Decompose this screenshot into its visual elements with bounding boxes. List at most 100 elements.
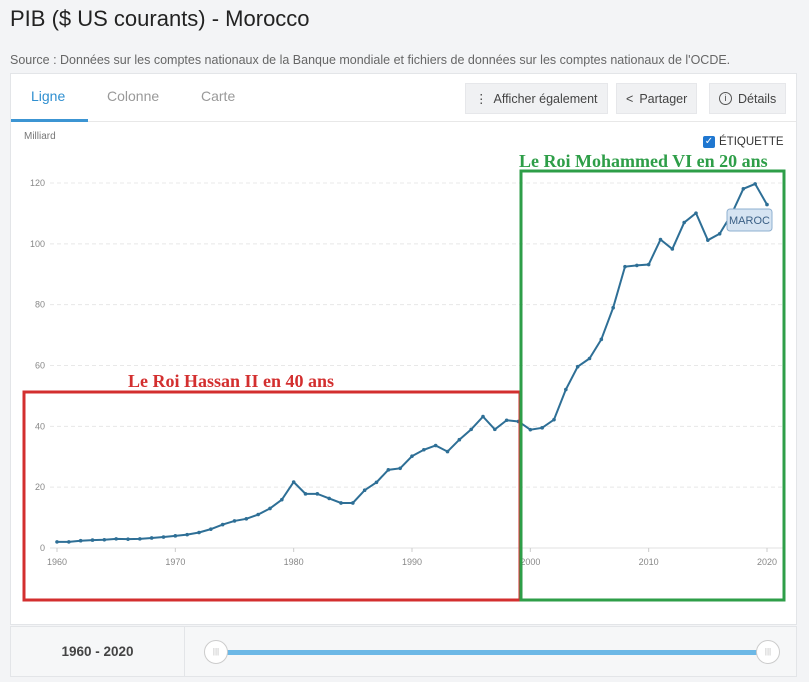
annotation-hassan: Le Roi Hassan II en 40 ans	[128, 371, 335, 391]
series-label-box	[726, 208, 773, 232]
series-line-maroc	[57, 182, 768, 543]
data-point	[362, 488, 367, 493]
page-title: PIB ($ US courants) - Morocco	[10, 6, 310, 31]
data-point	[682, 220, 686, 225]
data-point	[209, 527, 213, 531]
data-point	[540, 426, 544, 430]
data-point	[658, 237, 663, 242]
x-tick-label: 1980	[284, 557, 304, 567]
show-also-button[interactable]: ⋮ Afficher également	[465, 83, 608, 114]
label-toggle-text: ÉTIQUETTE	[719, 136, 784, 148]
share-icon: <	[626, 91, 634, 106]
tab-divider	[11, 121, 796, 122]
data-point	[599, 337, 604, 342]
y-tick-label: 80	[35, 300, 45, 310]
data-point	[161, 535, 166, 539]
data-point	[410, 454, 414, 458]
y-axis-unit: Milliard	[24, 131, 56, 142]
show-also-label: Afficher également	[493, 91, 598, 106]
data-point	[138, 537, 142, 541]
active-tab-indicator	[11, 119, 88, 122]
tab-colonne[interactable]: Colonne	[107, 88, 160, 104]
x-tick-label: 2010	[639, 557, 659, 567]
data-point	[291, 480, 296, 484]
x-tick-label: 1960	[47, 557, 67, 567]
details-button[interactable]: i Détails	[709, 83, 787, 114]
y-tick-label: 40	[35, 421, 45, 431]
data-point	[244, 517, 249, 521]
data-point	[670, 247, 675, 251]
data-point	[78, 538, 83, 543]
tab-carte[interactable]: Carte	[201, 88, 236, 104]
chart-card: Ligne Colonne Carte ⋮ Afficher également …	[10, 73, 797, 625]
data-point	[694, 211, 698, 215]
annotation-mohammed: Le Roi Mohammed VI en 20 ans	[519, 151, 768, 171]
data-point	[232, 519, 237, 523]
data-point	[280, 497, 284, 502]
data-point	[126, 537, 130, 541]
range-bar: 1960 - 2020 ||| |||	[10, 626, 797, 677]
source-note: Source : Données sur les comptes nationa…	[10, 53, 731, 67]
data-point	[374, 480, 379, 485]
range-start-handle[interactable]: |||	[204, 640, 228, 664]
data-point	[504, 418, 509, 423]
data-point	[422, 447, 426, 452]
share-label: Partager	[639, 91, 688, 106]
data-point	[445, 449, 450, 454]
data-point	[339, 501, 343, 505]
range-label: 1960 - 2020	[11, 627, 185, 676]
data-point	[528, 427, 533, 432]
data-point	[481, 414, 485, 419]
data-point	[646, 262, 651, 267]
data-point	[351, 501, 355, 505]
share-button[interactable]: < Partager	[616, 83, 698, 114]
data-point	[552, 417, 556, 422]
data-point	[386, 468, 391, 472]
data-point	[315, 492, 320, 496]
data-point	[173, 534, 178, 538]
range-slider-track[interactable]	[226, 650, 771, 655]
data-point	[67, 540, 71, 544]
data-point	[575, 364, 580, 369]
data-point	[197, 530, 201, 535]
data-point	[256, 512, 260, 517]
data-point	[55, 540, 59, 544]
data-point	[114, 537, 118, 541]
y-tick-label: 60	[35, 361, 45, 371]
checkbox-checked-icon[interactable]: ✓	[703, 136, 715, 148]
data-point	[102, 537, 107, 542]
y-tick-label: 120	[30, 178, 45, 188]
data-point	[327, 496, 331, 501]
label-toggle[interactable]: ✓ ÉTIQUETTE	[703, 136, 784, 148]
x-tick-label: 1990	[402, 557, 422, 567]
tab-ligne[interactable]: Ligne	[31, 88, 66, 104]
data-point	[611, 305, 615, 310]
annotation-box-mohammed	[519, 169, 786, 602]
data-point	[717, 231, 722, 236]
y-tick-label: 20	[35, 482, 45, 492]
data-point	[303, 492, 308, 496]
data-point	[469, 427, 473, 432]
data-point	[564, 387, 568, 392]
data-point	[398, 466, 402, 471]
data-point	[587, 356, 592, 361]
annotation-box-hassan	[22, 390, 522, 602]
x-tick-label: 2000	[520, 557, 540, 567]
more-vert-icon: ⋮	[475, 92, 488, 106]
data-point	[623, 264, 627, 269]
data-point	[753, 182, 757, 186]
data-point	[268, 506, 272, 511]
data-point	[493, 427, 497, 432]
data-point	[433, 443, 438, 448]
x-tick-label: 2020	[757, 557, 777, 567]
y-tick-label: 0	[40, 543, 45, 553]
range-end-handle[interactable]: |||	[756, 640, 780, 664]
data-point	[635, 263, 639, 268]
x-tick-label: 1970	[165, 557, 185, 567]
info-icon: i	[719, 92, 732, 105]
data-point	[765, 202, 769, 207]
data-point	[706, 238, 710, 242]
data-point	[741, 186, 746, 191]
data-point	[90, 538, 95, 542]
